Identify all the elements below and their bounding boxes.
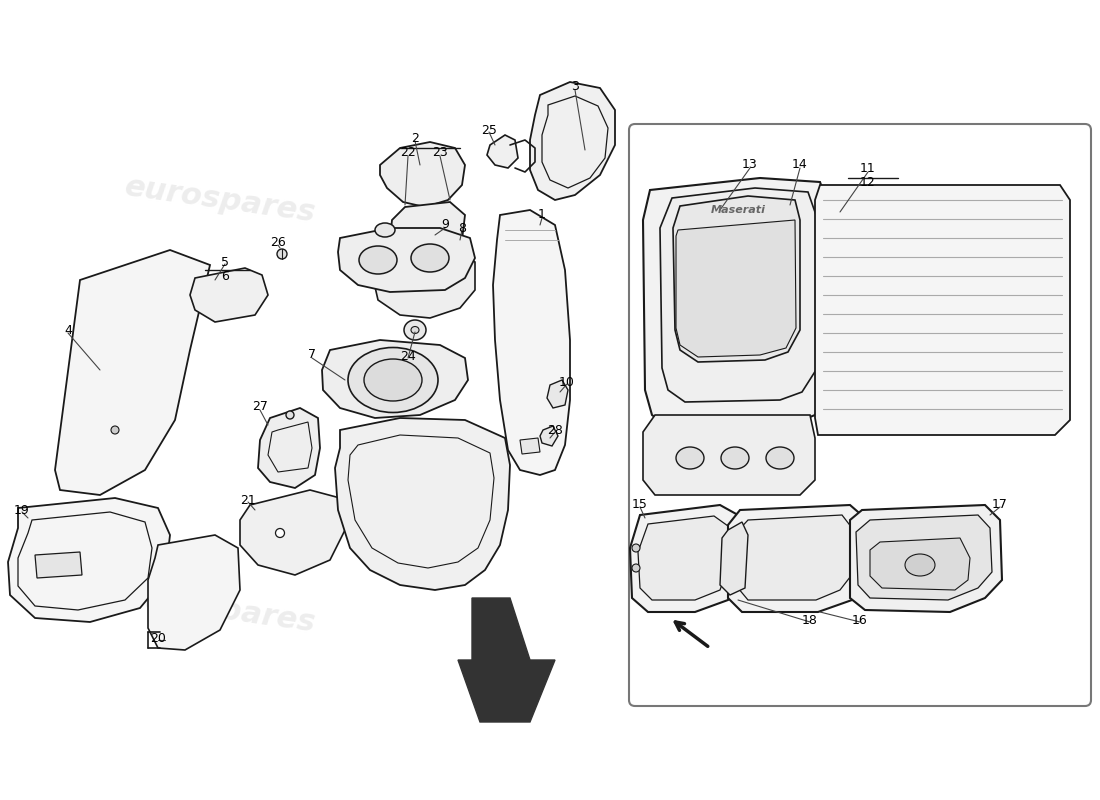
Ellipse shape (632, 544, 640, 552)
Text: 19: 19 (14, 503, 30, 517)
Ellipse shape (720, 447, 749, 469)
Ellipse shape (766, 447, 794, 469)
Text: 3: 3 (571, 81, 579, 94)
Text: eurospares: eurospares (723, 582, 917, 638)
Text: 24: 24 (400, 350, 416, 362)
Text: 12: 12 (860, 177, 876, 190)
Text: 17: 17 (992, 498, 1008, 511)
Text: 1: 1 (538, 209, 546, 222)
Ellipse shape (277, 249, 287, 259)
Ellipse shape (905, 554, 935, 576)
Text: 10: 10 (559, 375, 575, 389)
Text: 27: 27 (252, 401, 268, 414)
Ellipse shape (275, 529, 285, 538)
Text: 23: 23 (432, 146, 448, 159)
Polygon shape (240, 490, 345, 575)
Polygon shape (673, 196, 800, 362)
Polygon shape (856, 515, 992, 600)
Ellipse shape (411, 244, 449, 272)
Ellipse shape (111, 426, 119, 434)
Text: 6: 6 (221, 270, 229, 282)
Polygon shape (728, 505, 868, 612)
Polygon shape (379, 142, 465, 207)
Text: 4: 4 (64, 323, 72, 337)
Polygon shape (540, 426, 558, 446)
Text: 16: 16 (852, 614, 868, 626)
Polygon shape (148, 535, 240, 650)
Polygon shape (390, 202, 465, 260)
Polygon shape (458, 598, 556, 722)
Polygon shape (487, 135, 518, 168)
Polygon shape (720, 522, 748, 595)
Polygon shape (547, 380, 568, 408)
Text: 14: 14 (792, 158, 807, 171)
Polygon shape (530, 82, 615, 200)
Polygon shape (870, 538, 970, 590)
Text: eurospares: eurospares (122, 582, 318, 638)
Polygon shape (736, 515, 854, 600)
Polygon shape (644, 415, 815, 495)
Ellipse shape (404, 320, 426, 340)
Text: Maserati: Maserati (711, 205, 766, 215)
Polygon shape (644, 178, 830, 428)
Text: 7: 7 (308, 349, 316, 362)
Polygon shape (258, 408, 320, 488)
Text: 25: 25 (481, 123, 497, 137)
Polygon shape (35, 552, 82, 578)
Polygon shape (638, 516, 728, 600)
Ellipse shape (676, 447, 704, 469)
Ellipse shape (375, 223, 395, 237)
Text: 11: 11 (860, 162, 876, 175)
Text: 8: 8 (458, 222, 466, 234)
Text: 20: 20 (150, 631, 166, 645)
Text: eurospares: eurospares (122, 172, 318, 228)
FancyBboxPatch shape (629, 124, 1091, 706)
Text: 21: 21 (240, 494, 256, 506)
Text: 15: 15 (632, 498, 648, 511)
Text: 2: 2 (411, 131, 419, 145)
Ellipse shape (632, 564, 640, 572)
Polygon shape (373, 250, 475, 318)
Ellipse shape (348, 347, 438, 413)
Polygon shape (493, 210, 570, 475)
Polygon shape (630, 505, 740, 612)
Text: 22: 22 (400, 146, 416, 159)
Text: 5: 5 (221, 255, 229, 269)
Polygon shape (338, 228, 475, 292)
Polygon shape (676, 220, 796, 357)
Text: 13: 13 (742, 158, 758, 171)
Ellipse shape (359, 246, 397, 274)
Text: 28: 28 (547, 423, 563, 437)
Polygon shape (55, 250, 210, 495)
Polygon shape (660, 188, 816, 402)
Polygon shape (815, 185, 1070, 435)
Ellipse shape (286, 411, 294, 419)
Polygon shape (322, 340, 468, 418)
Polygon shape (850, 505, 1002, 612)
Text: 26: 26 (271, 235, 286, 249)
Ellipse shape (364, 359, 422, 401)
Polygon shape (190, 268, 268, 322)
Polygon shape (336, 418, 510, 590)
Text: eurospares: eurospares (723, 172, 917, 228)
Text: 18: 18 (802, 614, 818, 626)
Polygon shape (8, 498, 170, 622)
Ellipse shape (411, 326, 419, 334)
Polygon shape (520, 438, 540, 454)
Text: 9: 9 (441, 218, 449, 231)
